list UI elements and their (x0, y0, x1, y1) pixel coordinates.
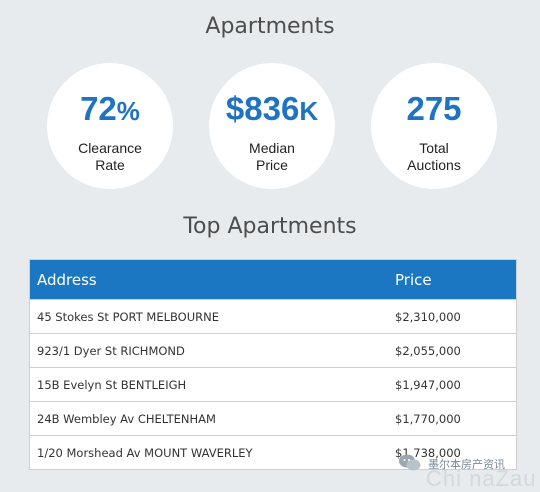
top-apartments-table: Address Price 45 Stokes St PORT MELBOURN… (29, 259, 517, 470)
price-cell: $1,770,000 (395, 412, 461, 426)
stat-label: Total Auctions (407, 140, 461, 173)
table-row: 24B Wembley Av CHELTENHAM $1,770,000 (30, 401, 516, 435)
stat-value: 275 (406, 90, 462, 127)
section-title: Top Apartments (183, 214, 357, 239)
address-cell: 1/20 Morshead Av MOUNT WAVERLEY (37, 446, 253, 460)
wechat-icon (399, 454, 421, 471)
column-header-address: Address (37, 271, 97, 289)
stat-label: Median Price (249, 140, 295, 173)
price-cell: $1,947,000 (395, 378, 461, 392)
table-row: 15B Evelyn St BENTLEIGH $1,947,000 (30, 367, 516, 401)
price-cell: $2,310,000 (395, 310, 461, 324)
address-cell: 923/1 Dyer St RICHMOND (37, 344, 185, 358)
address-cell: 15B Evelyn St BENTLEIGH (37, 378, 187, 392)
address-cell: 45 Stokes St PORT MELBOURNE (37, 310, 220, 324)
column-header-price: Price (395, 271, 432, 289)
page-title: Apartments (205, 14, 335, 39)
table-header: Address Price (30, 260, 516, 299)
watermark: Chi naZau 墨尔本房产资讯 (398, 451, 538, 491)
table-row: 923/1 Dyer St RICHMOND $2,055,000 (30, 333, 516, 367)
watermark-big-text: Chi naZau (426, 466, 537, 491)
stat-total-auctions: 275 Total Auctions (371, 63, 497, 189)
watermark-text: 墨尔本房产资讯 (428, 459, 505, 471)
stat-clearance-rate: 72% Clearance Rate (47, 63, 173, 189)
stat-value: 72% (80, 90, 140, 127)
price-cell: $2,055,000 (395, 344, 461, 358)
address-cell: 24B Wembley Av CHELTENHAM (37, 412, 216, 426)
stat-value: $836K (225, 90, 319, 127)
table-row: 45 Stokes St PORT MELBOURNE $2,310,000 (30, 299, 516, 333)
stat-label: Clearance Rate (78, 140, 142, 173)
stat-median-price: $836K Median Price (209, 63, 335, 189)
